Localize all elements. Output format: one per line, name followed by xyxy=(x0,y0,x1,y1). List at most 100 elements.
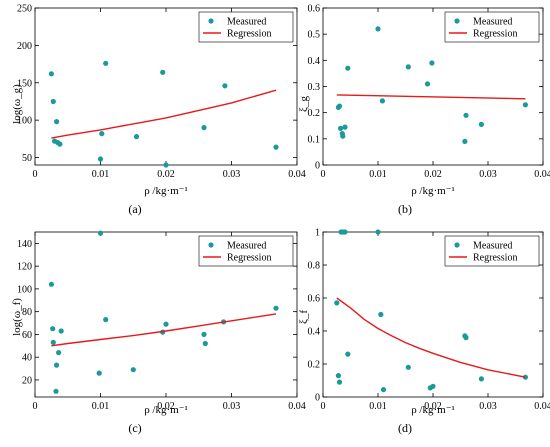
measured-point xyxy=(50,326,56,332)
measured-point xyxy=(335,373,341,379)
panel-c-xlabel: ρ /kg·m⁻¹ xyxy=(144,404,188,416)
measured-point xyxy=(96,370,102,376)
y-tick-label: 0.5 xyxy=(308,30,321,41)
measured-point xyxy=(375,26,381,32)
x-tick-label: 0.01 xyxy=(92,169,110,180)
legend-measured-marker xyxy=(454,242,460,248)
legend-measured-marker xyxy=(208,242,214,248)
y-tick-label: 150 xyxy=(17,78,32,89)
x-tick-label: 0.04 xyxy=(534,401,550,412)
measured-point xyxy=(97,156,104,162)
x-tick-label: 0.01 xyxy=(92,401,110,412)
measured-point xyxy=(342,124,348,130)
measured-point xyxy=(103,60,109,66)
measured-point xyxy=(380,387,387,393)
y-tick-label: 250 xyxy=(17,4,32,15)
regression-line xyxy=(336,94,526,100)
measured-point xyxy=(103,317,109,323)
measured-point xyxy=(163,321,169,327)
measured-point xyxy=(345,65,351,71)
legend-box xyxy=(444,235,540,267)
y-tick-label: 0.2 xyxy=(308,360,321,371)
x-tick-label: 0.04 xyxy=(288,169,306,180)
measured-point xyxy=(463,112,469,118)
panel-c-caption: (c) xyxy=(128,421,141,435)
y-tick-label: 200 xyxy=(17,41,32,52)
x-tick-label: 0.04 xyxy=(288,401,306,412)
measured-point xyxy=(430,383,436,389)
y-tick-label: 120 xyxy=(17,262,32,273)
x-tick-label: 0.02 xyxy=(424,401,442,412)
measured-point xyxy=(334,300,340,306)
legend-regression-label: Regression xyxy=(227,253,271,264)
measured-point xyxy=(163,162,169,168)
panel-c-plot: 0 0.01 0.02 0.03 0.04 20 40 60 80 100 120 140 Measur… xyxy=(17,230,306,412)
legend-box xyxy=(198,11,294,43)
measured-point xyxy=(522,102,529,108)
y-tick-label: 100 xyxy=(17,116,32,127)
measured-point xyxy=(99,131,105,137)
measured-point xyxy=(202,340,208,347)
measured-point xyxy=(57,141,63,147)
measured-point xyxy=(405,364,411,370)
panel-d-plot: 0 0.01 0.02 0.03 0.04 0 0.2 0.4 0.6 0.8 1 MeasuredR… xyxy=(308,228,550,413)
x-tick-label: 0 xyxy=(321,401,326,412)
measured-point xyxy=(130,367,136,373)
measured-point xyxy=(379,98,385,104)
measured-point xyxy=(222,83,228,89)
y-tick-label: 140 xyxy=(17,239,32,250)
y-tick-label: 0.4 xyxy=(308,327,321,338)
x-tick-label: 0.03 xyxy=(223,401,241,412)
y-tick-label: 0.6 xyxy=(308,294,321,305)
legend-regression-label: Regression xyxy=(227,29,271,40)
panel-d: 0 0.01 0.02 0.03 0.04 0 0.2 0.4 0.6 0.8 1 MeasuredR… xyxy=(298,228,550,436)
x-tick-label: 0 xyxy=(33,401,38,412)
y-tick-label: 0 xyxy=(315,161,320,172)
x-tick-label: 0.02 xyxy=(157,169,175,180)
measured-point xyxy=(405,64,411,70)
measured-point xyxy=(50,98,56,105)
y-tick-label: 20 xyxy=(22,375,32,386)
y-tick-label: 80 xyxy=(22,307,32,318)
measured-point xyxy=(375,229,381,235)
y-tick-label: 40 xyxy=(22,353,32,364)
panel-a-xlabel: ρ /kg·m⁻¹ xyxy=(144,185,188,197)
measured-point xyxy=(478,121,484,127)
measured-point xyxy=(97,230,104,236)
panel-d-xlabel: ρ /kg·m⁻¹ xyxy=(411,404,455,416)
x-tick-label: 0.01 xyxy=(369,401,387,412)
measured-point xyxy=(201,125,207,131)
measured-point xyxy=(54,119,60,125)
panel-a-plot: 0 0.01 0.02 0.03 0.04 50 100 150 200 250 MeasuredR… xyxy=(17,4,306,181)
y-tick-label: 0.2 xyxy=(308,108,321,119)
y-tick-label: 100 xyxy=(17,284,32,295)
legend-regression-label: Regression xyxy=(473,253,517,264)
x-tick-label: 0.02 xyxy=(157,401,175,412)
measured-point xyxy=(54,362,60,368)
measured-point xyxy=(160,69,166,75)
y-tick-label: 0.4 xyxy=(308,56,321,67)
panel-a-caption: (a) xyxy=(128,202,141,216)
panel-b: 0 0.01 0.02 0.03 0.04 0 0.1 0.2 0.3 0.4 0.5 0.6 Meas… xyxy=(298,4,550,217)
measured-point xyxy=(336,103,343,109)
panel-b-ylabel: ξ_g xyxy=(298,96,310,112)
legend-regression-label: Regression xyxy=(473,29,517,40)
measured-point xyxy=(201,331,207,337)
panel-b-xlabel: ρ /kg·m⁻¹ xyxy=(411,185,455,197)
x-tick-label: 0 xyxy=(321,169,326,180)
x-tick-label: 0.03 xyxy=(479,401,497,412)
measured-point xyxy=(429,60,435,66)
measured-point xyxy=(345,351,351,357)
regression-line xyxy=(336,297,526,378)
measured-point xyxy=(58,328,64,334)
y-tick-label: 0.6 xyxy=(308,4,321,15)
y-tick-label: 0.1 xyxy=(308,134,321,145)
measured-point xyxy=(462,138,468,144)
measured-point xyxy=(338,125,344,131)
measured-point xyxy=(478,376,484,382)
panel-b-plot: 0 0.01 0.02 0.03 0.04 0 0.1 0.2 0.3 0.4 0.5 0.6 Meas… xyxy=(308,4,550,181)
measured-point xyxy=(56,350,62,356)
measured-point xyxy=(463,335,469,341)
measured-point xyxy=(340,133,346,139)
panel-d-ylabel: ξ_f xyxy=(298,310,310,324)
